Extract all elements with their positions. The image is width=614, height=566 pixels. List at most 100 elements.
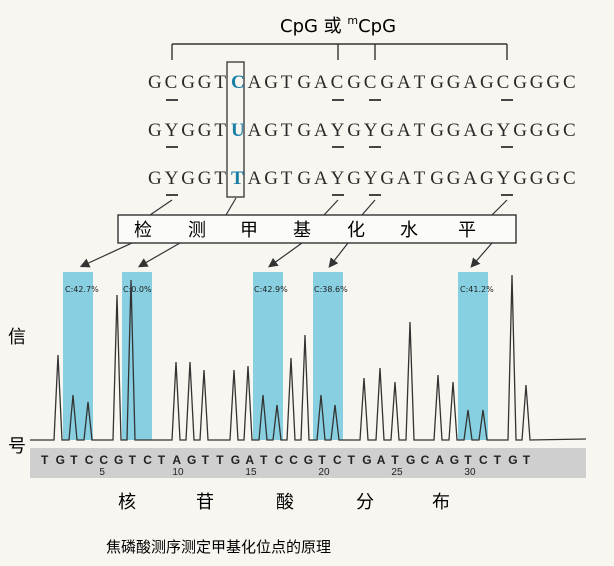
sequence-base: G bbox=[198, 168, 212, 189]
sequence-base: T bbox=[281, 168, 293, 189]
sequence-base: A bbox=[397, 120, 411, 141]
sequence-base: G bbox=[297, 72, 311, 93]
sequence-base: Y bbox=[331, 120, 345, 141]
y-axis-bottom-label: 号 bbox=[8, 436, 26, 457]
sequence-base: C bbox=[497, 72, 510, 93]
sequence-base: U bbox=[231, 120, 245, 141]
sequence-base: T bbox=[414, 72, 426, 93]
dispensation-base: A bbox=[172, 453, 181, 467]
position-number: 10 bbox=[172, 467, 184, 478]
dispensation-base: T bbox=[464, 453, 472, 467]
position-number: 5 bbox=[99, 467, 105, 478]
dispensation-base: T bbox=[523, 453, 531, 467]
sequence-base: G bbox=[297, 120, 311, 141]
sequence-base: C bbox=[331, 72, 344, 93]
sequence-base: G bbox=[430, 120, 444, 141]
x-axis-label-char: 布 bbox=[432, 492, 450, 513]
dispensation-base: A bbox=[435, 453, 444, 467]
dispensation-base: A bbox=[245, 453, 254, 467]
sequence-base: C bbox=[165, 72, 178, 93]
dispensation-base: T bbox=[129, 453, 137, 467]
sequence-base: G bbox=[148, 168, 162, 189]
dispensation-base: G bbox=[56, 453, 65, 467]
sequence-base: T bbox=[231, 168, 244, 189]
dispensation-base: C bbox=[99, 453, 108, 467]
sequence-base: A bbox=[314, 120, 328, 141]
sequence-base: G bbox=[198, 72, 212, 93]
sequence-base: Y bbox=[497, 168, 511, 189]
sequence-rows: G C G G T C A G T G A C G C G A T G G A G C G G G CG Y G G T U A G T G A Y G Y… bbox=[148, 72, 576, 189]
sequence-base: G bbox=[297, 168, 311, 189]
sequence-base: G bbox=[430, 72, 444, 93]
sequence-base: A bbox=[397, 168, 411, 189]
peak-label-2: C:0.0% bbox=[123, 285, 152, 294]
sequence-base: A bbox=[397, 72, 411, 93]
dispensation-base: C bbox=[479, 453, 488, 467]
sequence-base: A bbox=[463, 120, 477, 141]
sequence-base: C bbox=[231, 72, 245, 93]
arrows-to-peaks bbox=[82, 243, 492, 266]
x-axis-label-char: 分 bbox=[356, 492, 374, 513]
sequence-base: G bbox=[380, 168, 394, 189]
band-4 bbox=[313, 272, 343, 440]
sequence-base: C bbox=[563, 120, 576, 141]
sequence-base: A bbox=[248, 72, 262, 93]
dispensation-base: G bbox=[304, 453, 313, 467]
dispensation-base: T bbox=[158, 453, 166, 467]
sequence-base: A bbox=[248, 168, 262, 189]
dispensation-base: C bbox=[275, 453, 284, 467]
dispensation-base: T bbox=[318, 453, 326, 467]
peak-label-3: C:42.9% bbox=[254, 285, 288, 294]
sequence-base: C bbox=[563, 168, 576, 189]
sequence-base: Y bbox=[331, 168, 345, 189]
peak-label-1: C:42.7% bbox=[65, 285, 99, 294]
dispensation-base: T bbox=[494, 453, 502, 467]
sequence-base: G bbox=[447, 168, 461, 189]
sequence-base: T bbox=[281, 120, 293, 141]
dispensation-base: T bbox=[260, 453, 268, 467]
sequence-base: A bbox=[463, 72, 477, 93]
sequence-base: G bbox=[480, 168, 494, 189]
sequence-base: G bbox=[347, 72, 361, 93]
dispensation-base: G bbox=[231, 453, 240, 467]
sequence-base: G bbox=[181, 168, 195, 189]
sequence-base: G bbox=[513, 72, 527, 93]
sequence-base: G bbox=[430, 168, 444, 189]
sequence-base: C bbox=[364, 72, 377, 93]
sequence-base: T bbox=[214, 72, 226, 93]
dispensation-base: C bbox=[143, 453, 152, 467]
dispensation-base: G bbox=[450, 453, 459, 467]
sequence-base: A bbox=[463, 168, 477, 189]
sequence-base: T bbox=[414, 168, 426, 189]
x-axis-label-char: 苷 bbox=[196, 492, 214, 513]
sequence-base: T bbox=[281, 72, 293, 93]
dispensation-base: T bbox=[216, 453, 224, 467]
sequence-base: T bbox=[214, 168, 226, 189]
sequence-base: G bbox=[198, 120, 212, 141]
detect-label-char: 化 bbox=[347, 220, 365, 241]
peak-label-4: C:38.6% bbox=[314, 285, 348, 294]
band-2 bbox=[122, 272, 152, 440]
detect-label-char: 测 bbox=[188, 220, 206, 241]
y-axis-top-label: 信 bbox=[8, 327, 26, 348]
dispensation-base: G bbox=[406, 453, 415, 467]
sequence-base: Y bbox=[364, 168, 378, 189]
dispensation-base: T bbox=[41, 453, 49, 467]
sequence-base: G bbox=[546, 120, 560, 141]
connector-lines bbox=[150, 198, 507, 215]
detect-label-char: 水 bbox=[400, 220, 418, 241]
sequence-base: Y bbox=[165, 120, 179, 141]
x-axis-label-char: 核 bbox=[118, 492, 136, 513]
dispensation-base: A bbox=[377, 453, 386, 467]
sequence-base: Y bbox=[364, 120, 378, 141]
sequence-base: G bbox=[447, 72, 461, 93]
sequence-base: G bbox=[530, 120, 544, 141]
dispensation-base: G bbox=[362, 453, 371, 467]
sequence-base: G bbox=[264, 72, 278, 93]
sequence-base: G bbox=[480, 120, 494, 141]
sequence-base: G bbox=[264, 168, 278, 189]
position-number: 15 bbox=[245, 467, 257, 478]
detect-level-box bbox=[118, 215, 516, 243]
sequence-base: G bbox=[513, 120, 527, 141]
